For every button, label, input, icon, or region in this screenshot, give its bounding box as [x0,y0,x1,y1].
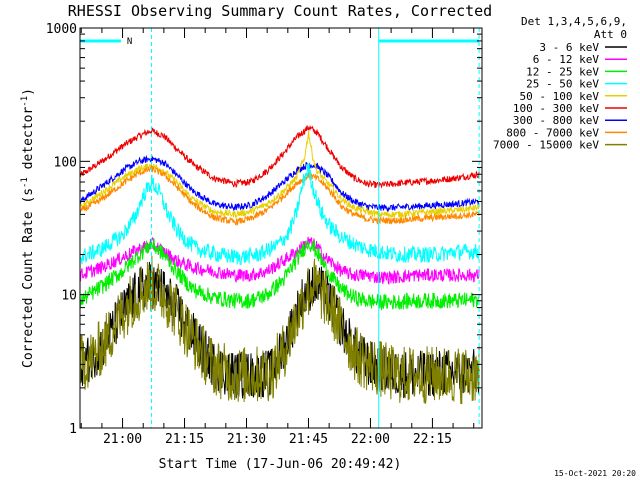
series-line-7000-15000-kev [80,255,480,405]
legend-item-label: 12 - 25 keV [526,65,599,78]
plot-area: N [79,28,480,428]
legend-item-label: 7000 - 15000 keV [493,139,599,152]
legend-item-label: 50 - 100 keV [520,90,600,103]
series-line-800-7000-kev [80,163,480,227]
series-layer [80,124,480,405]
legend-item-label: 6 - 12 keV [533,53,600,66]
y-axis-label: Corrected Count Rate (s-1 detector-1) [20,88,36,368]
y-tick-label: 10 [61,289,77,304]
chart-title: RHESSI Observing Summary Count Rates, Co… [68,2,492,20]
series-line-100-300-kev [80,124,480,189]
x-tick-label: 21:15 [165,432,204,447]
night-bar-label: N [127,37,132,47]
plot-frame [79,27,483,429]
x-tick-label: 22:15 [413,432,452,447]
legend-item-label: 25 - 50 keV [526,78,599,91]
axes-layer: 21:00 21:15 21:30 21:45 22:00 22:15 1 10 100 1000 [46,22,483,447]
legend-item-label: 800 - 7000 keV [506,126,599,139]
legend-item-label: 3 - 6 keV [539,41,599,54]
series-line-12-25-kev [80,237,480,311]
x-axis-label: Start Time (17-Jun-06 20:49:42) [159,457,402,472]
x-tick-label: 22:00 [351,432,390,447]
y-tick-label: 1000 [46,22,77,37]
y-label-main: Corrected Count Rate (s [21,188,36,368]
x-tick-label: 21:00 [103,432,142,447]
plot-timestamp: 15-Oct-2021 20:20 [554,469,636,478]
y-label-sup1: -1 [20,177,30,188]
series-line-3-6-kev [80,261,480,399]
legend-item-label: 300 - 800 keV [513,114,599,127]
y-label-sup2: -1 [20,96,30,107]
legend-header-line2: Att 0 [594,28,627,41]
y-label-end: ) [21,88,36,96]
series-line-300-800-kev [80,154,480,213]
x-tick-label: 21:45 [289,432,328,447]
y-tick-label: 1 [69,422,77,437]
x-tick-label: 21:30 [227,432,266,447]
y-tick-label: 100 [54,155,77,170]
series-line-25-50-kev [80,162,480,266]
legend-item-label: 100 - 300 keV [513,102,599,115]
legend-header-line1: Det 1,3,4,5,6,9, [521,15,627,28]
y-label-mid: detector [21,107,36,178]
